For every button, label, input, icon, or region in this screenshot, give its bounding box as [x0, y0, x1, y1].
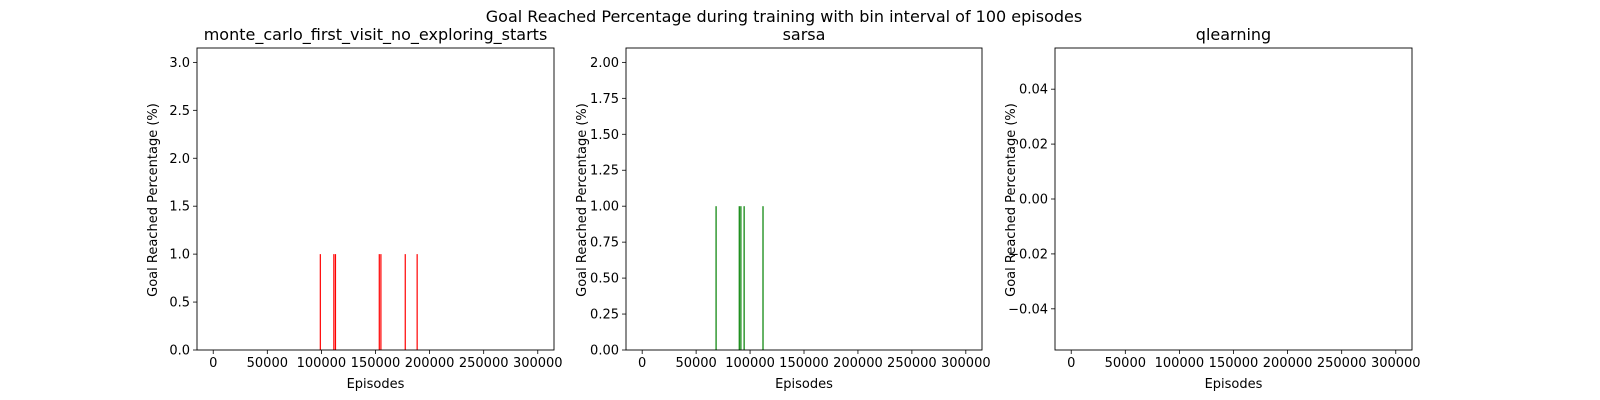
y-tick-label: 1.25 — [590, 164, 619, 179]
x-tick-label: 150000 — [351, 356, 401, 371]
x-tick-label: 300000 — [1371, 356, 1421, 371]
y-axis-label: Goal Reached Percentage (%) — [1004, 103, 1019, 297]
y-axis-label: Goal Reached Percentage (%) — [575, 103, 590, 297]
y-tick-label: 0.0 — [169, 344, 190, 359]
y-tick-label: 1.00 — [590, 200, 619, 215]
figure-title: Goal Reached Percentage during training … — [486, 7, 1082, 26]
y-tick-label: 3.0 — [169, 56, 190, 71]
x-tick-label: 50000 — [1105, 356, 1146, 371]
x-tick-label: 0 — [1067, 356, 1075, 371]
x-axis-label: Episodes — [347, 377, 405, 392]
bar — [740, 206, 742, 350]
y-tick-label: 2.0 — [169, 152, 190, 167]
x-axis-label: Episodes — [775, 377, 833, 392]
y-tick-label: 2.00 — [590, 56, 619, 71]
x-tick-label: 0 — [209, 356, 217, 371]
chart-title: monte_carlo_first_visit_no_exploring_sta… — [204, 25, 548, 45]
bar — [416, 254, 418, 350]
chart-panel-2: sarsa 0 50000 100000 150000 200000 250000 30000… — [575, 25, 991, 392]
chart-panel-3: qlearning 0 50000 100000 150000 200000 250000 3… — [1004, 25, 1421, 392]
x-tick-label: 200000 — [405, 356, 455, 371]
x-tick-label: 250000 — [459, 356, 509, 371]
y-tick-label: 0.04 — [1019, 83, 1048, 98]
x-tick-label: 0 — [638, 356, 646, 371]
x-tick-label: 50000 — [247, 356, 288, 371]
y-tick-label: 0.00 — [590, 344, 619, 359]
x-tick-label: 100000 — [297, 356, 347, 371]
bar — [319, 254, 321, 350]
chart-panel-1: monte_carlo_first_visit_no_exploring_sta… — [146, 25, 563, 392]
y-tick-label: 0.75 — [590, 236, 619, 251]
x-tick-label: 250000 — [887, 356, 937, 371]
chart-title: sarsa — [783, 25, 826, 44]
y-tick-label: 1.75 — [590, 92, 619, 107]
y-tick-label: −0.04 — [1008, 302, 1048, 317]
x-tick-label: 50000 — [675, 356, 716, 371]
bar — [715, 206, 717, 350]
x-tick-label: 300000 — [941, 356, 991, 371]
chart-title: qlearning — [1196, 25, 1271, 44]
y-axis-label: Goal Reached Percentage (%) — [146, 103, 161, 297]
y-tick-label: 1.50 — [590, 128, 619, 143]
x-tick-label: 200000 — [833, 356, 883, 371]
y-tick-label: 1.5 — [169, 200, 190, 215]
bar — [380, 254, 382, 350]
x-tick-label: 100000 — [1155, 356, 1205, 371]
y-tick-label: 0.02 — [1019, 138, 1048, 153]
y-tick-label: 2.5 — [169, 104, 190, 119]
y-tick-label: 1.0 — [169, 248, 190, 263]
bar — [378, 254, 380, 350]
bar — [738, 206, 740, 350]
y-tick-label: −0.02 — [1008, 247, 1048, 262]
bar — [762, 206, 764, 350]
y-tick-label: 0.25 — [590, 308, 619, 323]
x-tick-label: 100000 — [725, 356, 775, 371]
y-tick-label: 0.50 — [590, 272, 619, 287]
y-tick-label: 0.5 — [169, 296, 190, 311]
bar — [334, 254, 337, 350]
x-tick-label: 200000 — [1263, 356, 1313, 371]
x-tick-label: 150000 — [779, 356, 829, 371]
x-axis-label: Episodes — [1205, 377, 1263, 392]
y-tick-label: 0.00 — [1019, 193, 1048, 208]
bar — [333, 254, 335, 350]
x-tick-label: 300000 — [513, 356, 563, 371]
x-tick-label: 150000 — [1209, 356, 1259, 371]
bar — [404, 254, 406, 350]
x-tick-label: 250000 — [1317, 356, 1367, 371]
bar — [743, 206, 745, 350]
